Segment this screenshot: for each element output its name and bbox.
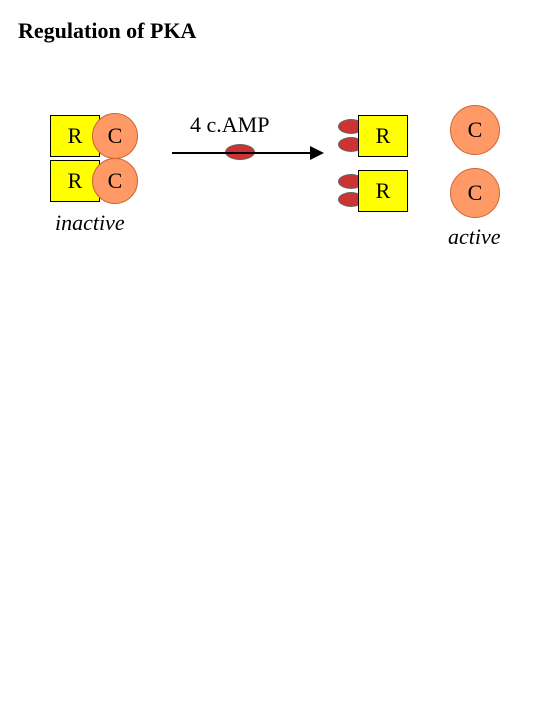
active-c2-subunit: C: [450, 168, 500, 218]
r-label: R: [68, 168, 83, 194]
diagram-title: Regulation of PKA: [18, 18, 196, 44]
c-label: C: [108, 123, 123, 149]
c-label: C: [468, 117, 483, 143]
c-label: C: [108, 168, 123, 194]
inactive-c1-subunit: C: [92, 113, 138, 159]
inactive-label: inactive: [55, 210, 125, 236]
inactive-c2-subunit: C: [92, 158, 138, 204]
reaction-arrow-line: [172, 152, 310, 154]
active-label: active: [448, 224, 501, 250]
c-label: C: [468, 180, 483, 206]
camp-label: 4 c.AMP: [190, 112, 269, 138]
r-label: R: [68, 123, 83, 149]
active-r1-subunit: R: [358, 115, 408, 157]
active-c1-subunit: C: [450, 105, 500, 155]
active-r2-subunit: R: [358, 170, 408, 212]
reaction-arrow-head: [310, 146, 324, 160]
r-label: R: [376, 178, 391, 204]
r-label: R: [376, 123, 391, 149]
